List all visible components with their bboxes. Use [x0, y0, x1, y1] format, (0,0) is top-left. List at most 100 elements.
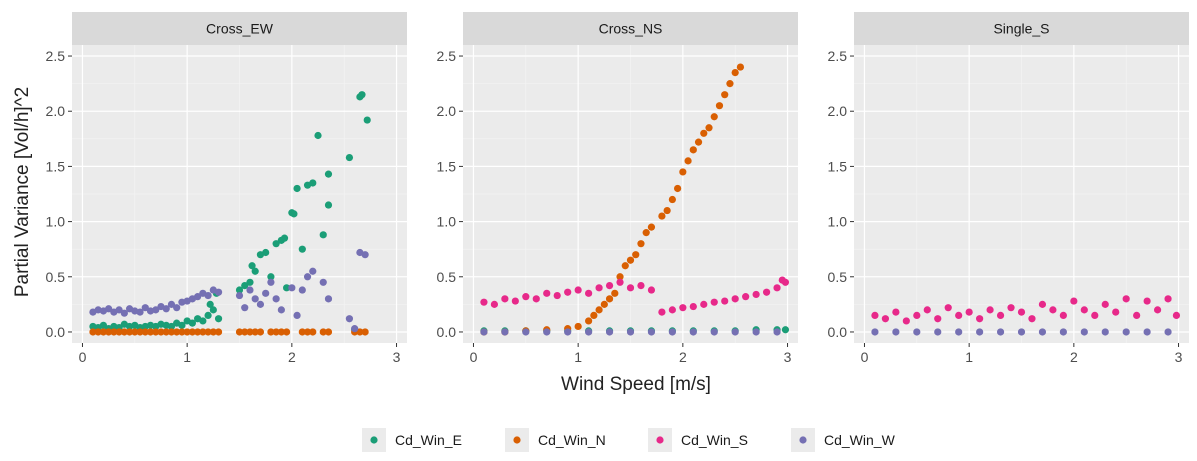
x-tick-label: 2: [679, 349, 687, 365]
data-point: [358, 91, 366, 99]
data-point: [167, 322, 176, 331]
data-point: [684, 157, 692, 165]
data-point: [710, 328, 718, 336]
data-point: [235, 291, 244, 300]
y-axis-title: Partial Variance [Vol/h]^2: [12, 87, 33, 297]
data-point: [752, 290, 760, 299]
legend-key-marker: [370, 436, 378, 444]
data-point: [710, 113, 718, 121]
data-point: [298, 245, 306, 253]
data-point: [511, 297, 519, 305]
x-axis-title: Wind Speed [m/s]: [561, 374, 711, 395]
data-point: [298, 286, 306, 294]
y-tick-label: 2.0: [828, 103, 848, 119]
data-point: [773, 284, 781, 292]
data-point: [1143, 328, 1151, 336]
data-point: [152, 306, 160, 314]
y-tick-label: 1.0: [828, 214, 848, 230]
y-tick-label: 2.0: [46, 103, 66, 119]
data-point: [543, 328, 551, 336]
data-point: [351, 325, 359, 333]
data-point: [595, 306, 603, 314]
data-point: [658, 308, 666, 316]
data-point: [262, 248, 270, 257]
data-point: [742, 293, 750, 301]
data-point: [241, 328, 249, 336]
panel-strip: [463, 12, 798, 45]
data-point: [324, 328, 333, 336]
data-point: [319, 231, 327, 239]
data-point: [1038, 328, 1047, 336]
data-point: [752, 328, 760, 336]
data-point: [564, 288, 572, 296]
data-point: [574, 286, 582, 294]
y-tick-label: 1.5: [46, 158, 66, 174]
data-point: [700, 129, 708, 137]
data-point: [235, 286, 244, 294]
data-point: [585, 328, 593, 336]
legend-key-marker: [656, 436, 664, 444]
data-point: [194, 328, 202, 336]
panel-strip: [854, 12, 1189, 45]
data-point: [235, 328, 244, 336]
data-point: [715, 102, 724, 110]
data-point: [668, 306, 676, 314]
data-point: [125, 328, 134, 336]
data-point: [324, 201, 333, 209]
data-point: [204, 291, 212, 300]
y-tick-label: 0.0: [46, 324, 66, 340]
data-point: [595, 284, 603, 292]
data-point: [110, 328, 118, 336]
series-cd-win-s: [871, 295, 1181, 325]
data-point: [574, 322, 582, 331]
data-point: [214, 328, 223, 336]
data-point: [996, 311, 1005, 320]
data-point: [621, 262, 629, 270]
data-point: [1101, 328, 1109, 336]
data-point: [209, 306, 217, 314]
legend-label: Cd_Win_N: [538, 432, 606, 448]
data-point: [272, 240, 280, 248]
panel-strip: [72, 12, 407, 45]
panel-strip-title: Single_S: [993, 21, 1049, 37]
legend-label: Cd_Win_E: [395, 432, 462, 448]
y-tick-label: 1.0: [437, 214, 457, 230]
data-point: [647, 286, 656, 294]
legend-item-cd-win-e: Cd_Win_E: [362, 428, 462, 452]
y-tick-label: 0.5: [46, 269, 66, 285]
data-point: [199, 328, 207, 336]
data-point: [892, 308, 900, 316]
data-point: [309, 267, 317, 275]
data-point: [679, 304, 687, 312]
panel-strip-title: Cross_NS: [599, 21, 663, 37]
x-tick-label: 1: [574, 349, 582, 365]
data-point: [522, 293, 530, 301]
y-tick-label: 0.5: [828, 269, 848, 285]
data-point: [721, 91, 729, 99]
series-cd-win-w: [871, 328, 1172, 336]
data-point: [324, 295, 333, 303]
data-point: [1059, 311, 1067, 320]
data-point: [674, 184, 682, 193]
data-point: [199, 317, 207, 325]
data-point: [277, 328, 285, 336]
data-point: [976, 328, 984, 336]
data-point: [1122, 295, 1130, 303]
data-point: [1080, 328, 1088, 336]
data-point: [1153, 306, 1162, 314]
data-point: [256, 300, 265, 308]
data-point: [141, 328, 149, 336]
data-point: [731, 295, 739, 303]
data-point: [319, 278, 327, 286]
data-point: [668, 328, 676, 336]
y-tick-label: 0.0: [437, 324, 457, 340]
data-point: [309, 179, 317, 187]
data-point: [188, 319, 196, 327]
data-point: [490, 300, 499, 308]
data-point: [626, 256, 635, 264]
series-cd-win-s: [480, 276, 790, 316]
data-point: [986, 306, 994, 314]
data-point: [1143, 297, 1151, 305]
